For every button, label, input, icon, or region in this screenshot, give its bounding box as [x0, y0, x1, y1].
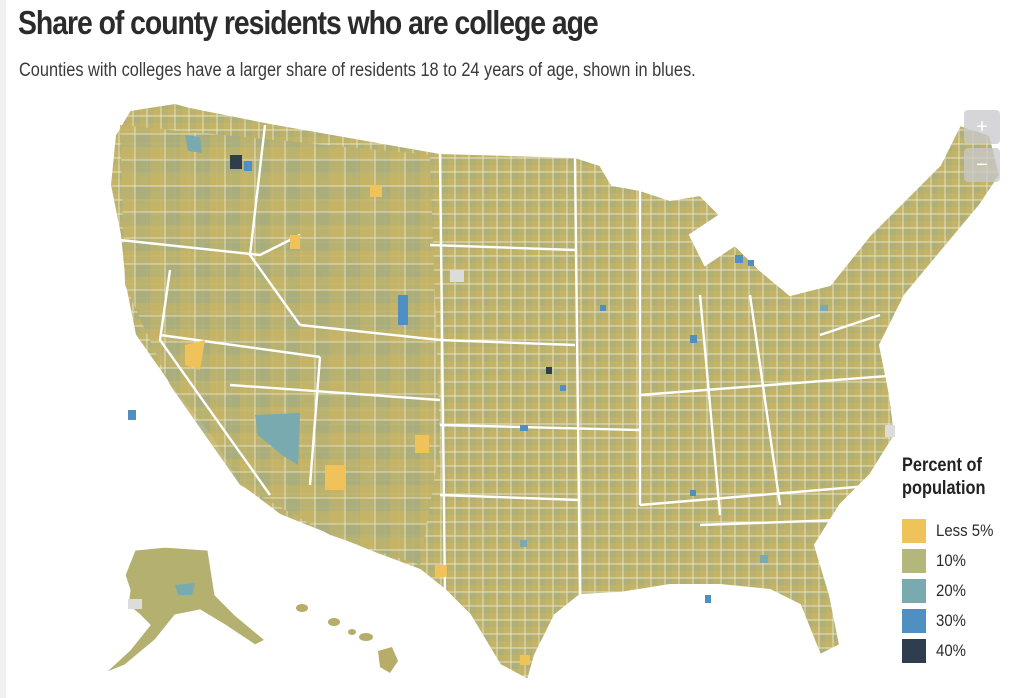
legend-label: Less 5%: [936, 521, 994, 540]
legend: Percent of population Less 5% 10% 20% 30…: [902, 454, 1022, 666]
legend-label: 30%: [936, 611, 966, 630]
legend-item-40: 40%: [902, 636, 1022, 666]
legend-item-less-5: Less 5%: [902, 516, 1022, 546]
legend-swatch: [902, 609, 926, 633]
legend-swatch: [902, 579, 926, 603]
contiguous-us[interactable]: [108, 101, 1002, 682]
legend-label: 40%: [936, 641, 966, 660]
zoom-out-button[interactable]: −: [964, 148, 1000, 182]
legend-item-10: 10%: [902, 546, 1022, 576]
alaska[interactable]: [104, 546, 267, 674]
legend-swatch: [902, 519, 926, 543]
legend-label: 20%: [936, 581, 966, 600]
page-subtitle: Counties with colleges have a larger sha…: [19, 60, 696, 81]
choropleth-map[interactable]: [0, 95, 1024, 698]
frame-edge: [0, 0, 6, 698]
zoom-in-button[interactable]: +: [964, 110, 1000, 144]
hawaii[interactable]: [296, 604, 398, 673]
legend-label: 10%: [936, 551, 966, 570]
legend-item-20: 20%: [902, 576, 1022, 606]
college-county-highlights: [128, 135, 895, 603]
legend-swatch: [902, 549, 926, 573]
legend-title-line1: Percent of: [902, 455, 982, 476]
legend-swatch: [902, 639, 926, 663]
page-title: Share of county residents who are colleg…: [18, 4, 599, 41]
legend-title-line2: population: [902, 478, 986, 499]
zoom-controls: + −: [964, 110, 1000, 186]
low-share-county-highlights: [185, 185, 530, 665]
legend-item-30: 30%: [902, 606, 1022, 636]
